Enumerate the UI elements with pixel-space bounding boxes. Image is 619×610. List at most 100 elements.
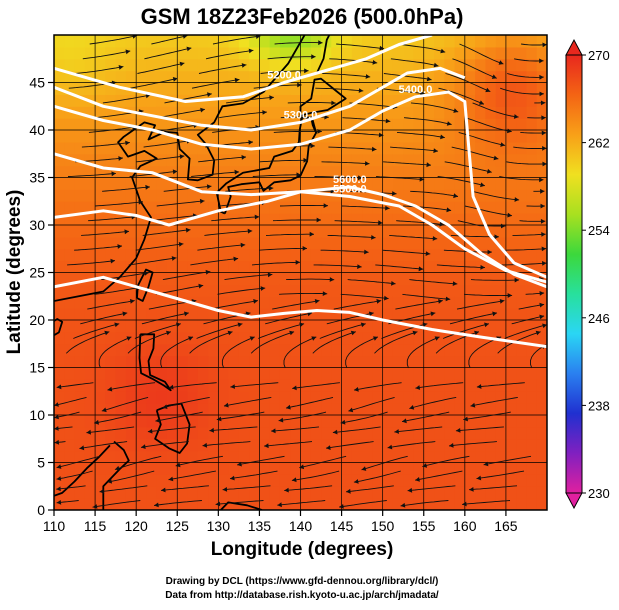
field-cell	[259, 427, 270, 439]
field-cell	[485, 356, 496, 368]
field-cell	[75, 142, 86, 154]
colorbar-tick-label: 238	[588, 398, 610, 413]
field-cell	[146, 486, 157, 498]
field-cell	[465, 225, 476, 237]
field-cell	[496, 486, 507, 498]
field-cell	[259, 356, 270, 368]
field-cell	[95, 498, 106, 510]
contour-label: 5400.0	[399, 84, 433, 96]
field-cell	[424, 249, 435, 261]
field-cell	[506, 201, 517, 213]
field-cell	[434, 189, 445, 201]
field-cell	[516, 356, 527, 368]
field-cell	[413, 142, 424, 154]
field-cell	[403, 237, 414, 249]
field-cell	[105, 368, 116, 380]
field-cell	[249, 474, 260, 486]
field-cell	[64, 47, 75, 59]
field-cell	[116, 474, 127, 486]
field-cell	[475, 498, 486, 510]
field-cell	[506, 308, 517, 320]
field-cell	[434, 178, 445, 190]
field-cell	[434, 71, 445, 83]
field-cell	[372, 498, 383, 510]
field-cell	[342, 427, 353, 439]
field-cell	[455, 356, 466, 368]
field-cell	[64, 189, 75, 201]
field-cell	[301, 344, 312, 356]
field-cell	[75, 118, 86, 130]
field-cell	[362, 320, 373, 332]
field-cell	[342, 71, 353, 83]
field-cell	[229, 83, 240, 95]
field-cell	[383, 498, 394, 510]
field-cell	[54, 498, 65, 510]
field-cell	[362, 142, 373, 154]
field-cell	[413, 130, 424, 142]
field-cell	[434, 118, 445, 130]
field-cell	[496, 71, 507, 83]
field-cell	[526, 35, 537, 47]
field-cell	[506, 320, 517, 332]
field-cell	[455, 344, 466, 356]
field-cell	[249, 415, 260, 427]
field-cell	[167, 451, 178, 463]
field-cell	[383, 35, 394, 47]
field-cell	[259, 320, 270, 332]
field-cell	[188, 71, 199, 83]
field-cell	[64, 284, 75, 296]
field-cell	[393, 118, 404, 130]
field-cell	[157, 225, 168, 237]
field-cell	[218, 284, 229, 296]
field-cell	[218, 320, 229, 332]
field-cell	[208, 71, 219, 83]
x-tick-label: 130	[207, 518, 231, 534]
field-cell	[383, 142, 394, 154]
field-cell	[157, 201, 168, 213]
field-cell	[116, 166, 127, 178]
field-cell	[126, 427, 137, 439]
field-cell	[496, 474, 507, 486]
field-cell	[444, 142, 455, 154]
field-cell	[475, 391, 486, 403]
field-cell	[64, 427, 75, 439]
field-cell	[321, 201, 332, 213]
field-cell	[403, 368, 414, 380]
field-cell	[424, 71, 435, 83]
field-cell	[372, 213, 383, 225]
field-cell	[362, 486, 373, 498]
field-cell	[383, 403, 394, 415]
field-cell	[321, 47, 332, 59]
field-cell	[455, 47, 466, 59]
field-cell	[516, 439, 527, 451]
field-cell	[177, 356, 188, 368]
field-cell	[485, 106, 496, 118]
field-cell	[362, 35, 373, 47]
colorbar-tick-label: 254	[588, 223, 610, 238]
field-cell	[280, 403, 291, 415]
field-cell	[177, 261, 188, 273]
field-cell	[331, 261, 342, 273]
field-cell	[188, 201, 199, 213]
field-cell	[342, 391, 353, 403]
field-cell	[198, 106, 209, 118]
field-cell	[342, 154, 353, 166]
field-cell	[383, 439, 394, 451]
field-cell	[506, 35, 517, 47]
field-cell	[75, 415, 86, 427]
field-cell	[321, 403, 332, 415]
field-cell	[188, 463, 199, 475]
field-cell	[455, 403, 466, 415]
field-cell	[249, 379, 260, 391]
field-cell	[413, 308, 424, 320]
field-cell	[64, 308, 75, 320]
field-cell	[496, 356, 507, 368]
field-cell	[424, 356, 435, 368]
field-cell	[157, 344, 168, 356]
field-cell	[75, 320, 86, 332]
field-cell	[270, 379, 281, 391]
field-cell	[290, 94, 301, 106]
field-cell	[116, 320, 127, 332]
field-cell	[270, 368, 281, 380]
field-cell	[229, 439, 240, 451]
